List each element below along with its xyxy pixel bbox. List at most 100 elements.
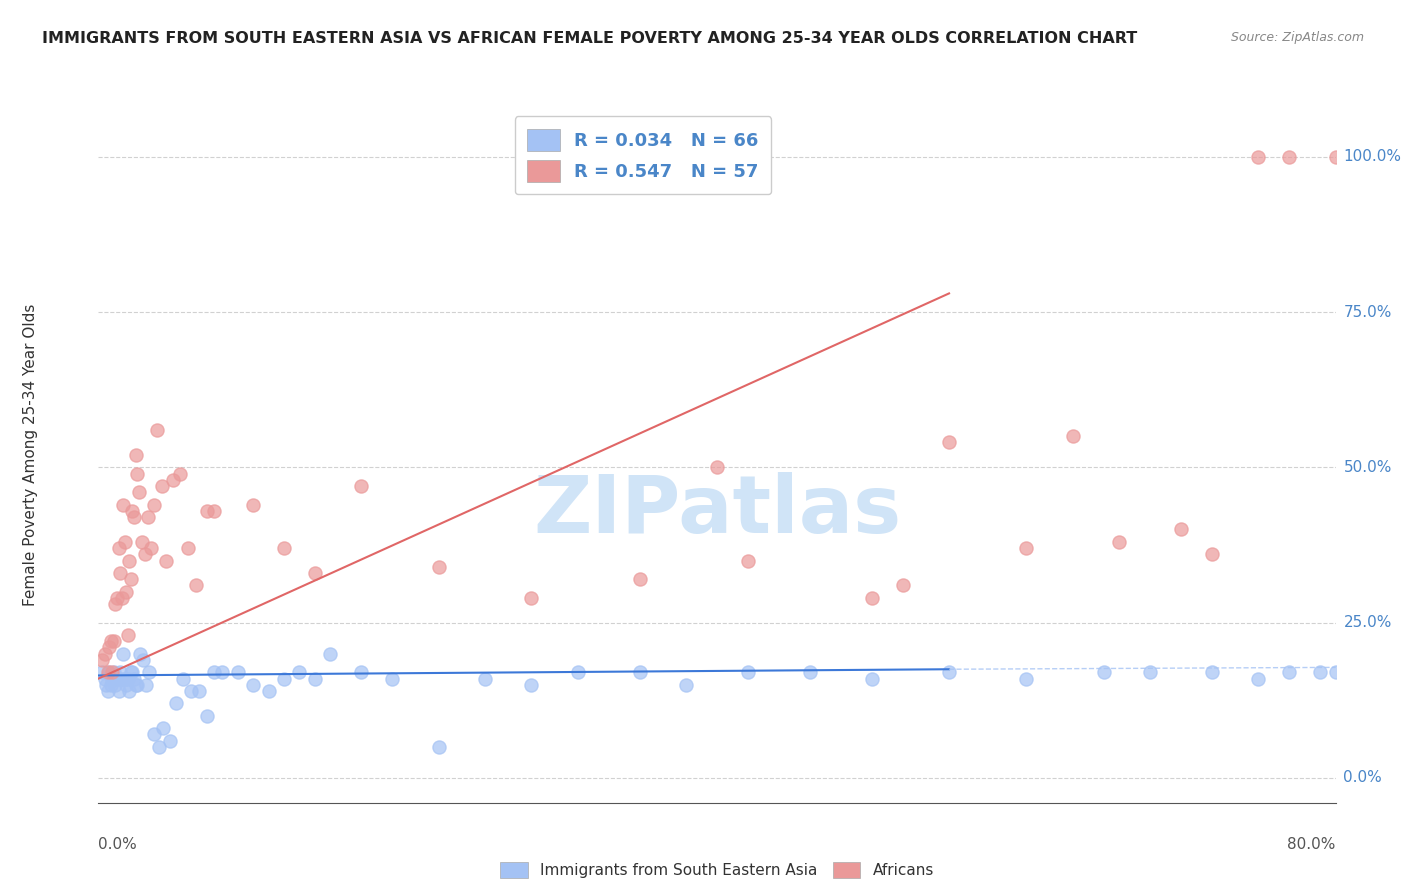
Text: 100.0%: 100.0% [1344, 149, 1402, 164]
Point [129, 647, 152, 661]
Point [204, 665, 226, 680]
Point [122, 672, 145, 686]
Point [128, 485, 150, 500]
Text: ZIPatlas: ZIPatlas [533, 472, 901, 549]
Point [124, 678, 146, 692]
Point [101, 665, 124, 680]
Point [143, 727, 166, 741]
Point [938, 435, 960, 450]
Point [118, 684, 141, 698]
Point [108, 665, 131, 680]
Text: 0.0%: 0.0% [98, 837, 138, 852]
Point [134, 547, 156, 561]
Point [860, 591, 883, 605]
Point [1062, 429, 1084, 443]
Text: 75.0%: 75.0% [1344, 304, 1392, 319]
Point [226, 665, 249, 680]
Point [350, 665, 373, 680]
Point [165, 697, 187, 711]
Point [152, 721, 174, 735]
Point [90, 665, 112, 680]
Point [799, 665, 821, 680]
Point [117, 672, 139, 686]
Point [195, 708, 218, 723]
Point [1324, 665, 1347, 680]
Point [112, 498, 135, 512]
Point [1139, 665, 1161, 680]
Point [135, 678, 157, 692]
Point [127, 678, 149, 692]
Point [118, 553, 141, 567]
Point [105, 591, 128, 605]
Point [211, 665, 233, 680]
Point [132, 653, 155, 667]
Point [159, 733, 181, 747]
Point [204, 504, 226, 518]
Point [1170, 523, 1192, 537]
Point [180, 684, 202, 698]
Point [111, 591, 132, 605]
Point [1324, 150, 1347, 164]
Point [111, 672, 132, 686]
Point [93, 672, 115, 686]
Point [97, 684, 120, 698]
Point [427, 739, 450, 754]
Point [520, 678, 543, 692]
Point [162, 473, 184, 487]
Point [675, 678, 697, 692]
Point [103, 665, 125, 680]
Point [891, 578, 914, 592]
Point [381, 672, 404, 686]
Point [138, 665, 160, 680]
Point [520, 591, 543, 605]
Point [427, 559, 450, 574]
Point [1201, 665, 1223, 680]
Point [114, 672, 136, 686]
Point [136, 510, 159, 524]
Point [242, 678, 264, 692]
Point [1278, 665, 1301, 680]
Point [122, 510, 145, 524]
Point [350, 479, 373, 493]
Text: Female Poverty Among 25-34 Year Olds: Female Poverty Among 25-34 Year Olds [22, 304, 38, 606]
Point [120, 665, 142, 680]
Text: 80.0%: 80.0% [1288, 837, 1336, 852]
Point [1108, 534, 1130, 549]
Point [100, 678, 122, 692]
Point [97, 665, 120, 680]
Point [1201, 547, 1223, 561]
Point [150, 479, 173, 493]
Point [628, 665, 651, 680]
Legend: Immigrants from South Eastern Asia, Africans: Immigrants from South Eastern Asia, Afri… [492, 855, 942, 886]
Point [169, 467, 191, 481]
Point [100, 634, 122, 648]
Point [146, 423, 169, 437]
Point [257, 684, 280, 698]
Point [1355, 678, 1378, 692]
Point [1278, 150, 1301, 164]
Point [120, 572, 142, 586]
Point [115, 678, 138, 692]
Point [98, 640, 121, 655]
Point [112, 647, 135, 661]
Point [139, 541, 162, 555]
Point [1015, 541, 1038, 555]
Point [96, 678, 118, 692]
Point [273, 672, 295, 686]
Point [188, 684, 211, 698]
Point [117, 628, 139, 642]
Point [304, 566, 326, 580]
Point [474, 672, 496, 686]
Point [131, 534, 153, 549]
Point [1309, 665, 1331, 680]
Text: IMMIGRANTS FROM SOUTH EASTERN ASIA VS AFRICAN FEMALE POVERTY AMONG 25-34 YEAR OL: IMMIGRANTS FROM SOUTH EASTERN ASIA VS AF… [42, 31, 1137, 46]
Text: 50.0%: 50.0% [1344, 460, 1392, 475]
Point [103, 634, 125, 648]
Text: 25.0%: 25.0% [1344, 615, 1392, 630]
Point [143, 498, 166, 512]
Point [114, 534, 136, 549]
Point [104, 678, 127, 692]
Point [115, 584, 138, 599]
Point [148, 739, 170, 754]
Point [107, 541, 129, 555]
